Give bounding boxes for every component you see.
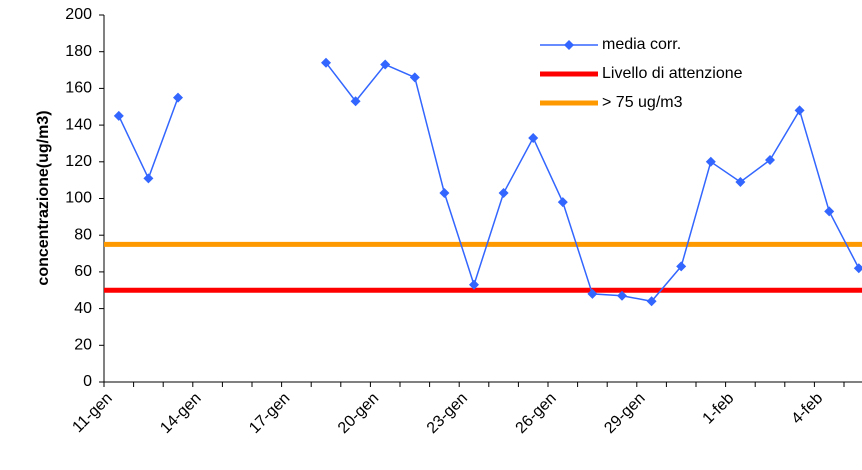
data-point: [528, 132, 539, 143]
data-point: [143, 173, 154, 184]
y-tick-label: 120: [65, 153, 92, 170]
data-point: [765, 154, 775, 165]
data-point: [557, 197, 568, 208]
x-tick-label: 23-gen: [424, 390, 471, 437]
data-point: [439, 187, 450, 198]
data-line: [118, 62, 860, 303]
x-tick-label: 11-gen: [69, 390, 115, 436]
legend-label: Livello di attenzione: [602, 65, 743, 82]
data-point: [498, 187, 509, 198]
data-point: [173, 92, 183, 103]
x-tick-label: 1-feb: [700, 390, 738, 428]
x-tick-label: 20-gen: [335, 390, 382, 437]
data-point: [617, 290, 627, 301]
data-point: [646, 296, 657, 307]
y-tick-label: 60: [74, 263, 92, 280]
y-tick-label: 200: [65, 6, 92, 23]
x-tick-label: 17-gen: [246, 390, 293, 437]
data-point: [409, 72, 420, 83]
legend-label: > 75 ug/m3: [602, 94, 683, 111]
data-point: [350, 96, 361, 107]
y-axis-label: concentrazione(ug/m3): [35, 110, 52, 285]
data-point: [587, 288, 598, 299]
data-point: [676, 261, 687, 272]
data-point: [735, 176, 746, 187]
x-tick-label: 26-gen: [513, 390, 560, 437]
x-tick-label: 4-feb: [788, 390, 826, 428]
data-point: [380, 59, 391, 70]
y-tick-label: 160: [65, 80, 92, 97]
y-tick-label: 20: [74, 337, 92, 354]
data-point: [794, 105, 805, 116]
data-point: [853, 263, 862, 274]
y-tick-label: 140: [65, 116, 92, 133]
y-tick-label: 0: [83, 373, 92, 390]
data-point: [321, 57, 331, 68]
data-point: [469, 279, 479, 290]
y-tick-label: 100: [65, 190, 92, 207]
data-point: [705, 156, 716, 167]
legend-marker: [564, 40, 574, 50]
y-tick-label: 40: [74, 300, 92, 317]
legend-label: media corr.: [602, 36, 681, 53]
x-tick-label: 14-gen: [157, 390, 204, 437]
x-tick-label: 29-gen: [601, 390, 648, 437]
y-tick-label: 180: [65, 43, 92, 60]
data-point: [824, 206, 835, 217]
y-tick-label: 80: [74, 226, 92, 243]
data-point: [113, 110, 124, 121]
